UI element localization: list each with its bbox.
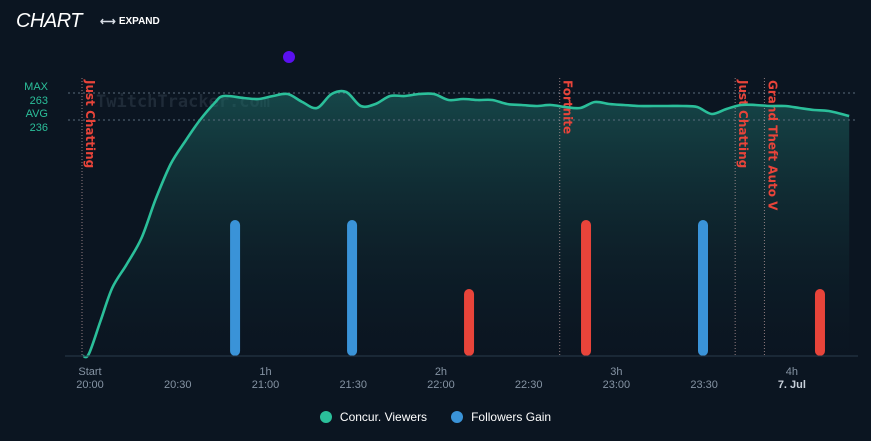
follower-bar [347, 220, 358, 356]
legend-item-followers[interactable]: Followers Gain [451, 410, 551, 424]
legend-dot-viewers [319, 411, 332, 423]
chart-header: CHART ⟷ EXPAND [16, 10, 160, 33]
legend-label-viewers: Concur. Viewers [339, 410, 428, 424]
x-tick-top: Start [78, 366, 101, 378]
x-tick-bottom: 23:30 [690, 379, 718, 391]
viewers-line [82, 89, 850, 359]
follower-bar [581, 220, 592, 356]
x-tick-top: 1h [259, 366, 271, 378]
legend-label-followers: Followers Gain [471, 410, 552, 424]
x-tick-bottom: 21:00 [252, 379, 280, 391]
x-tick-bottom: 20:00 [76, 379, 104, 391]
game-marker-label[interactable]: Just Chatting [736, 79, 750, 168]
legend-item-viewers[interactable]: Concur. Viewers [319, 410, 428, 424]
x-tick-bottom: 22:00 [427, 379, 455, 391]
x-tick-top: 4h [786, 366, 798, 378]
max-label: MAX [24, 81, 49, 93]
legend-dot-followers [451, 411, 464, 423]
x-tick-bottom: 20:30 [164, 379, 192, 391]
viewers-area [83, 91, 850, 358]
expand-label: EXPAND [118, 16, 160, 27]
expand-arrows-icon: ⟷ [100, 16, 116, 28]
x-tick-top: 2h [435, 366, 447, 378]
follower-bar [698, 220, 708, 356]
avg-value: 236 [30, 122, 48, 134]
expand-button[interactable]: ⟷ EXPAND [100, 15, 160, 28]
avg-label: AVG [26, 108, 48, 120]
max-value: 263 [30, 95, 48, 107]
stream-dot [283, 51, 295, 63]
chart-title: CHART [16, 10, 83, 32]
x-tick-top: 3h [610, 366, 622, 378]
follower-bar [230, 220, 241, 356]
game-marker-label[interactable]: Grand Theft Auto V [765, 80, 779, 211]
x-tick-bottom: 7. Jul [778, 379, 806, 391]
legend: Concur. Viewers Followers Gain [0, 410, 871, 424]
follower-bar [464, 289, 475, 356]
x-tick-bottom: 22:30 [515, 379, 543, 391]
x-tick-bottom: 21:30 [339, 379, 367, 391]
follower-bar [814, 289, 825, 356]
game-marker-label[interactable]: Just Chatting [83, 79, 97, 168]
x-tick-bottom: 23:00 [603, 379, 631, 391]
